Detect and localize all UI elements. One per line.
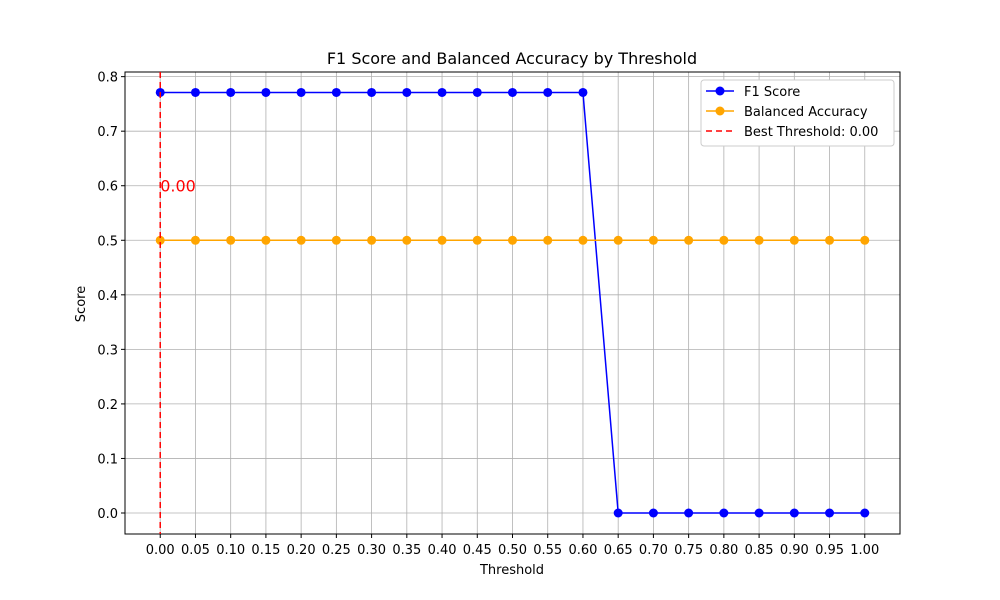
y-tick-label: 0.6 [97,180,118,195]
axes-layer: 0.00 0.05 0.10 0.15 0.20 0.25 0.30 0.35 0.40 0.45… [97,71,901,558]
legend: F1 Score Balanced Accuracy Best Threshold:… [700,79,895,147]
data-point [155,235,165,245]
data-point [437,235,447,245]
data-point [402,235,412,245]
legend-entry: Balanced Accuracy [706,105,868,120]
data-point [789,508,799,518]
data-point [684,235,694,245]
x-tick-label: 0.25 [322,543,351,558]
data-point [543,235,553,245]
x-tick-label: 0.60 [568,543,597,558]
annotation-layer: 0.00 [159,72,196,534]
y-tick-label: 0.3 [97,343,118,358]
data-point [578,235,588,245]
data-point [860,508,870,518]
data-point [296,87,306,97]
x-tick-label: 0.85 [745,543,774,558]
series-layer [155,87,870,518]
x-tick-label: 0.35 [392,543,421,558]
x-tick-label: 0.50 [498,543,527,558]
data-point [613,508,623,518]
legend-entry: F1 Score [706,85,800,100]
legend-swatch-marker [715,106,725,116]
data-point [402,87,412,97]
x-tick-label: 0.10 [216,543,245,558]
x-axis-label: Threshold [479,563,544,578]
data-point [331,87,341,97]
data-point [472,87,482,97]
y-tick-label: 0.1 [97,452,118,467]
y-tick-label: 0.4 [97,289,118,304]
data-point [719,508,729,518]
data-point [684,508,694,518]
data-point [226,235,236,245]
legend-label: Balanced Accuracy [744,105,868,120]
x-tick-label: 1.00 [850,543,879,558]
data-point [613,235,623,245]
data-point [719,235,729,245]
x-tick-label: 0.05 [181,543,210,558]
x-tick-label: 0.45 [463,543,492,558]
best-threshold-annotation: 0.00 [160,177,196,196]
data-point [331,235,341,245]
legend-label: Best Threshold: 0.00 [744,125,878,140]
data-point [190,235,200,245]
y-axis-label: Score [74,286,89,322]
data-point [261,235,271,245]
x-tick-label: 0.70 [639,543,668,558]
legend-label: F1 Score [744,85,800,100]
data-point [472,235,482,245]
x-tick-label: 0.20 [287,543,316,558]
data-point [754,508,764,518]
y-tick-label: 0.5 [97,234,118,249]
y-tick-label: 0.8 [97,71,118,86]
legend-swatch-marker [715,86,725,96]
x-tick-label: 0.55 [533,543,562,558]
data-point [226,87,236,97]
y-tick-label: 0.0 [97,507,118,522]
data-point [754,235,764,245]
data-point [578,87,588,97]
data-point [648,235,658,245]
y-tick-label: 0.7 [97,125,118,140]
data-point [543,87,553,97]
x-tick-label: 0.15 [251,543,280,558]
x-tick-label: 0.30 [357,543,386,558]
legend-entry: Best Threshold: 0.00 [706,125,878,140]
chart-title: F1 Score and Balanced Accuracy by Thresh… [327,49,697,68]
data-point [367,235,377,245]
data-point [508,87,517,97]
x-tick-label: 0.80 [709,543,738,558]
data-point [860,235,870,245]
data-point [508,235,517,245]
x-tick-label: 0.75 [674,543,703,558]
x-tick-label: 0.95 [815,543,844,558]
data-point [296,235,306,245]
data-point [367,87,377,97]
x-tick-label: 0.90 [780,543,809,558]
data-point [789,235,799,245]
data-point [648,508,658,518]
grid-layer [125,72,900,534]
x-tick-label: 0.00 [146,543,175,558]
legend-box [700,79,895,147]
data-point [825,235,835,245]
y-tick-label: 0.2 [97,398,118,413]
data-point [261,87,271,97]
data-point [825,508,835,518]
x-tick-label: 0.65 [604,543,633,558]
data-point [190,87,200,97]
data-point [437,87,447,97]
x-tick-label: 0.40 [428,543,457,558]
